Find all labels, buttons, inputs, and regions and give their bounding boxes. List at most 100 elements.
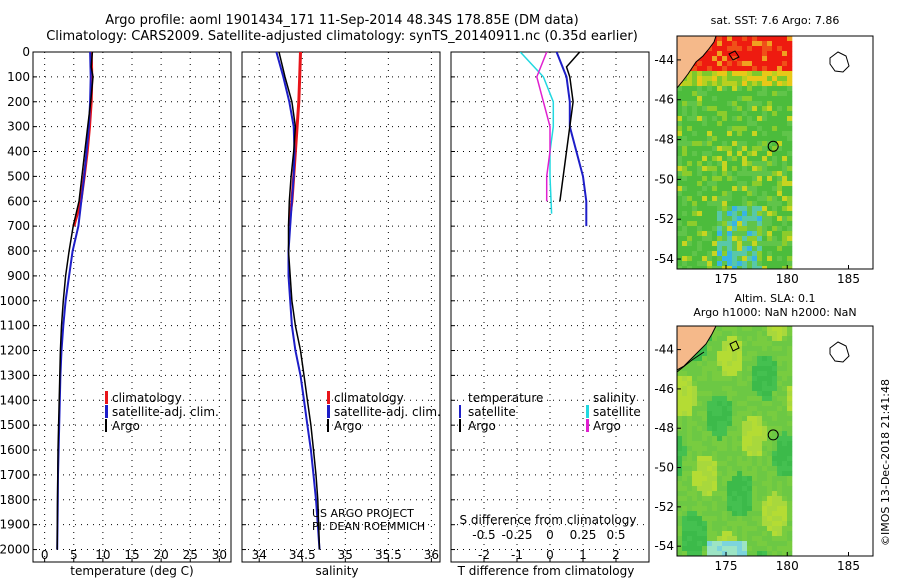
heatmap-cell (682, 436, 688, 442)
heatmap-cell (677, 236, 683, 242)
heatmap-cell (712, 426, 718, 432)
heatmap-cell (767, 416, 773, 422)
heatmap-cell (692, 66, 698, 72)
depth-tick-label: 400 (7, 145, 30, 159)
heatmap-cell (757, 346, 763, 352)
heatmap-cell (677, 116, 683, 122)
heatmap-cell (767, 411, 773, 417)
map-x-tick-label: 185 (837, 272, 860, 286)
heatmap-cell (772, 481, 778, 487)
x-tick-label-top: 0.25 (570, 528, 597, 542)
heatmap-cell (767, 51, 773, 57)
heatmap-cell (762, 381, 768, 387)
heatmap-cell (722, 451, 728, 457)
heatmap-cell (742, 361, 748, 367)
heatmap-cell (782, 446, 788, 452)
heatmap-cell (682, 386, 688, 392)
heatmap-cell (777, 71, 783, 77)
heatmap-cell (697, 206, 703, 212)
heatmap-cell (777, 146, 783, 152)
heatmap-cell (752, 516, 758, 522)
heatmap-cell (752, 541, 758, 547)
heatmap-cell (682, 166, 688, 172)
heatmap-cell (747, 161, 753, 167)
heatmap-cell (762, 151, 768, 157)
heatmap-cell (692, 201, 698, 207)
heatmap-cell (752, 426, 758, 432)
heatmap-cell (757, 156, 763, 162)
heatmap-cell (737, 106, 743, 112)
heatmap-cell (732, 36, 738, 42)
map-y-tick-label: -52 (654, 500, 674, 514)
heatmap-cell (772, 151, 778, 157)
heatmap-cell (767, 531, 773, 537)
heatmap-cell (687, 366, 693, 372)
heatmap-cell (722, 476, 728, 482)
sla-island-shape (729, 340, 740, 352)
heatmap-cell (732, 371, 738, 377)
heatmap-cell (767, 516, 773, 522)
temperature-diff-satellite-line (555, 52, 588, 227)
heatmap-cell (707, 416, 713, 422)
heatmap-cell (712, 71, 718, 77)
salinity-tick-labels: 34 34.5 35 35.5 36 (252, 548, 439, 562)
heatmap-cell (742, 46, 748, 52)
heatmap-cell (732, 416, 738, 422)
heatmap-cell (732, 106, 738, 112)
heatmap-cell (767, 381, 773, 387)
heatmap-cell (747, 356, 753, 362)
heatmap-cell (762, 476, 768, 482)
heatmap-cell (697, 386, 703, 392)
heatmap-cell (682, 491, 688, 497)
heatmap-cell (727, 136, 733, 142)
heatmap-cell (767, 171, 773, 177)
map-y-tick-label: -50 (654, 172, 674, 186)
heatmap-cell (682, 136, 688, 142)
heatmap-cell (767, 401, 773, 407)
heatmap-cell (767, 356, 773, 362)
heatmap-cell (712, 81, 718, 87)
heatmap-cell (697, 221, 703, 227)
heatmap-cell (747, 381, 753, 387)
heatmap-cell (737, 486, 743, 492)
heatmap-cell (692, 131, 698, 137)
heatmap-cell (782, 111, 788, 117)
heatmap-cell (677, 181, 683, 187)
heatmap-cell (717, 481, 723, 487)
heatmap-cell (747, 211, 753, 217)
heatmap-cell (772, 41, 778, 47)
heatmap-cell (737, 51, 743, 57)
heatmap-cell (757, 396, 763, 402)
heatmap-cell (712, 266, 718, 269)
heatmap-cell (742, 61, 748, 67)
heatmap-cell (722, 121, 728, 127)
heatmap-cell (752, 431, 758, 437)
heatmap-cell (752, 161, 758, 167)
heatmap-cell (737, 381, 743, 387)
heatmap-cell (702, 526, 708, 532)
heatmap-cell (732, 51, 738, 57)
heatmap-cell (747, 486, 753, 492)
heatmap-cell (742, 481, 748, 487)
heatmap-cell (782, 61, 788, 67)
heatmap-cell (702, 406, 708, 412)
heatmap-cell (737, 396, 743, 402)
map-y-tick-label: -54 (654, 252, 674, 266)
heatmap-cell (777, 416, 783, 422)
heatmap-cell (717, 46, 723, 52)
heatmap-cell (742, 206, 748, 212)
heatmap-cell (732, 336, 738, 342)
heatmap-cell (772, 391, 778, 397)
heatmap-cell (762, 461, 768, 467)
heatmap-cell (742, 436, 748, 442)
heatmap-cell (782, 76, 788, 82)
heatmap-cell (757, 101, 763, 107)
heatmap-cell (682, 486, 688, 492)
heatmap-cell (752, 171, 758, 177)
heatmap-cell (722, 236, 728, 242)
heatmap-cell (732, 361, 738, 367)
heatmap-cell (752, 506, 758, 512)
heatmap-cell (722, 446, 728, 452)
heatmap-cell (737, 226, 743, 232)
salinity-diff-satellite-line (519, 52, 555, 214)
